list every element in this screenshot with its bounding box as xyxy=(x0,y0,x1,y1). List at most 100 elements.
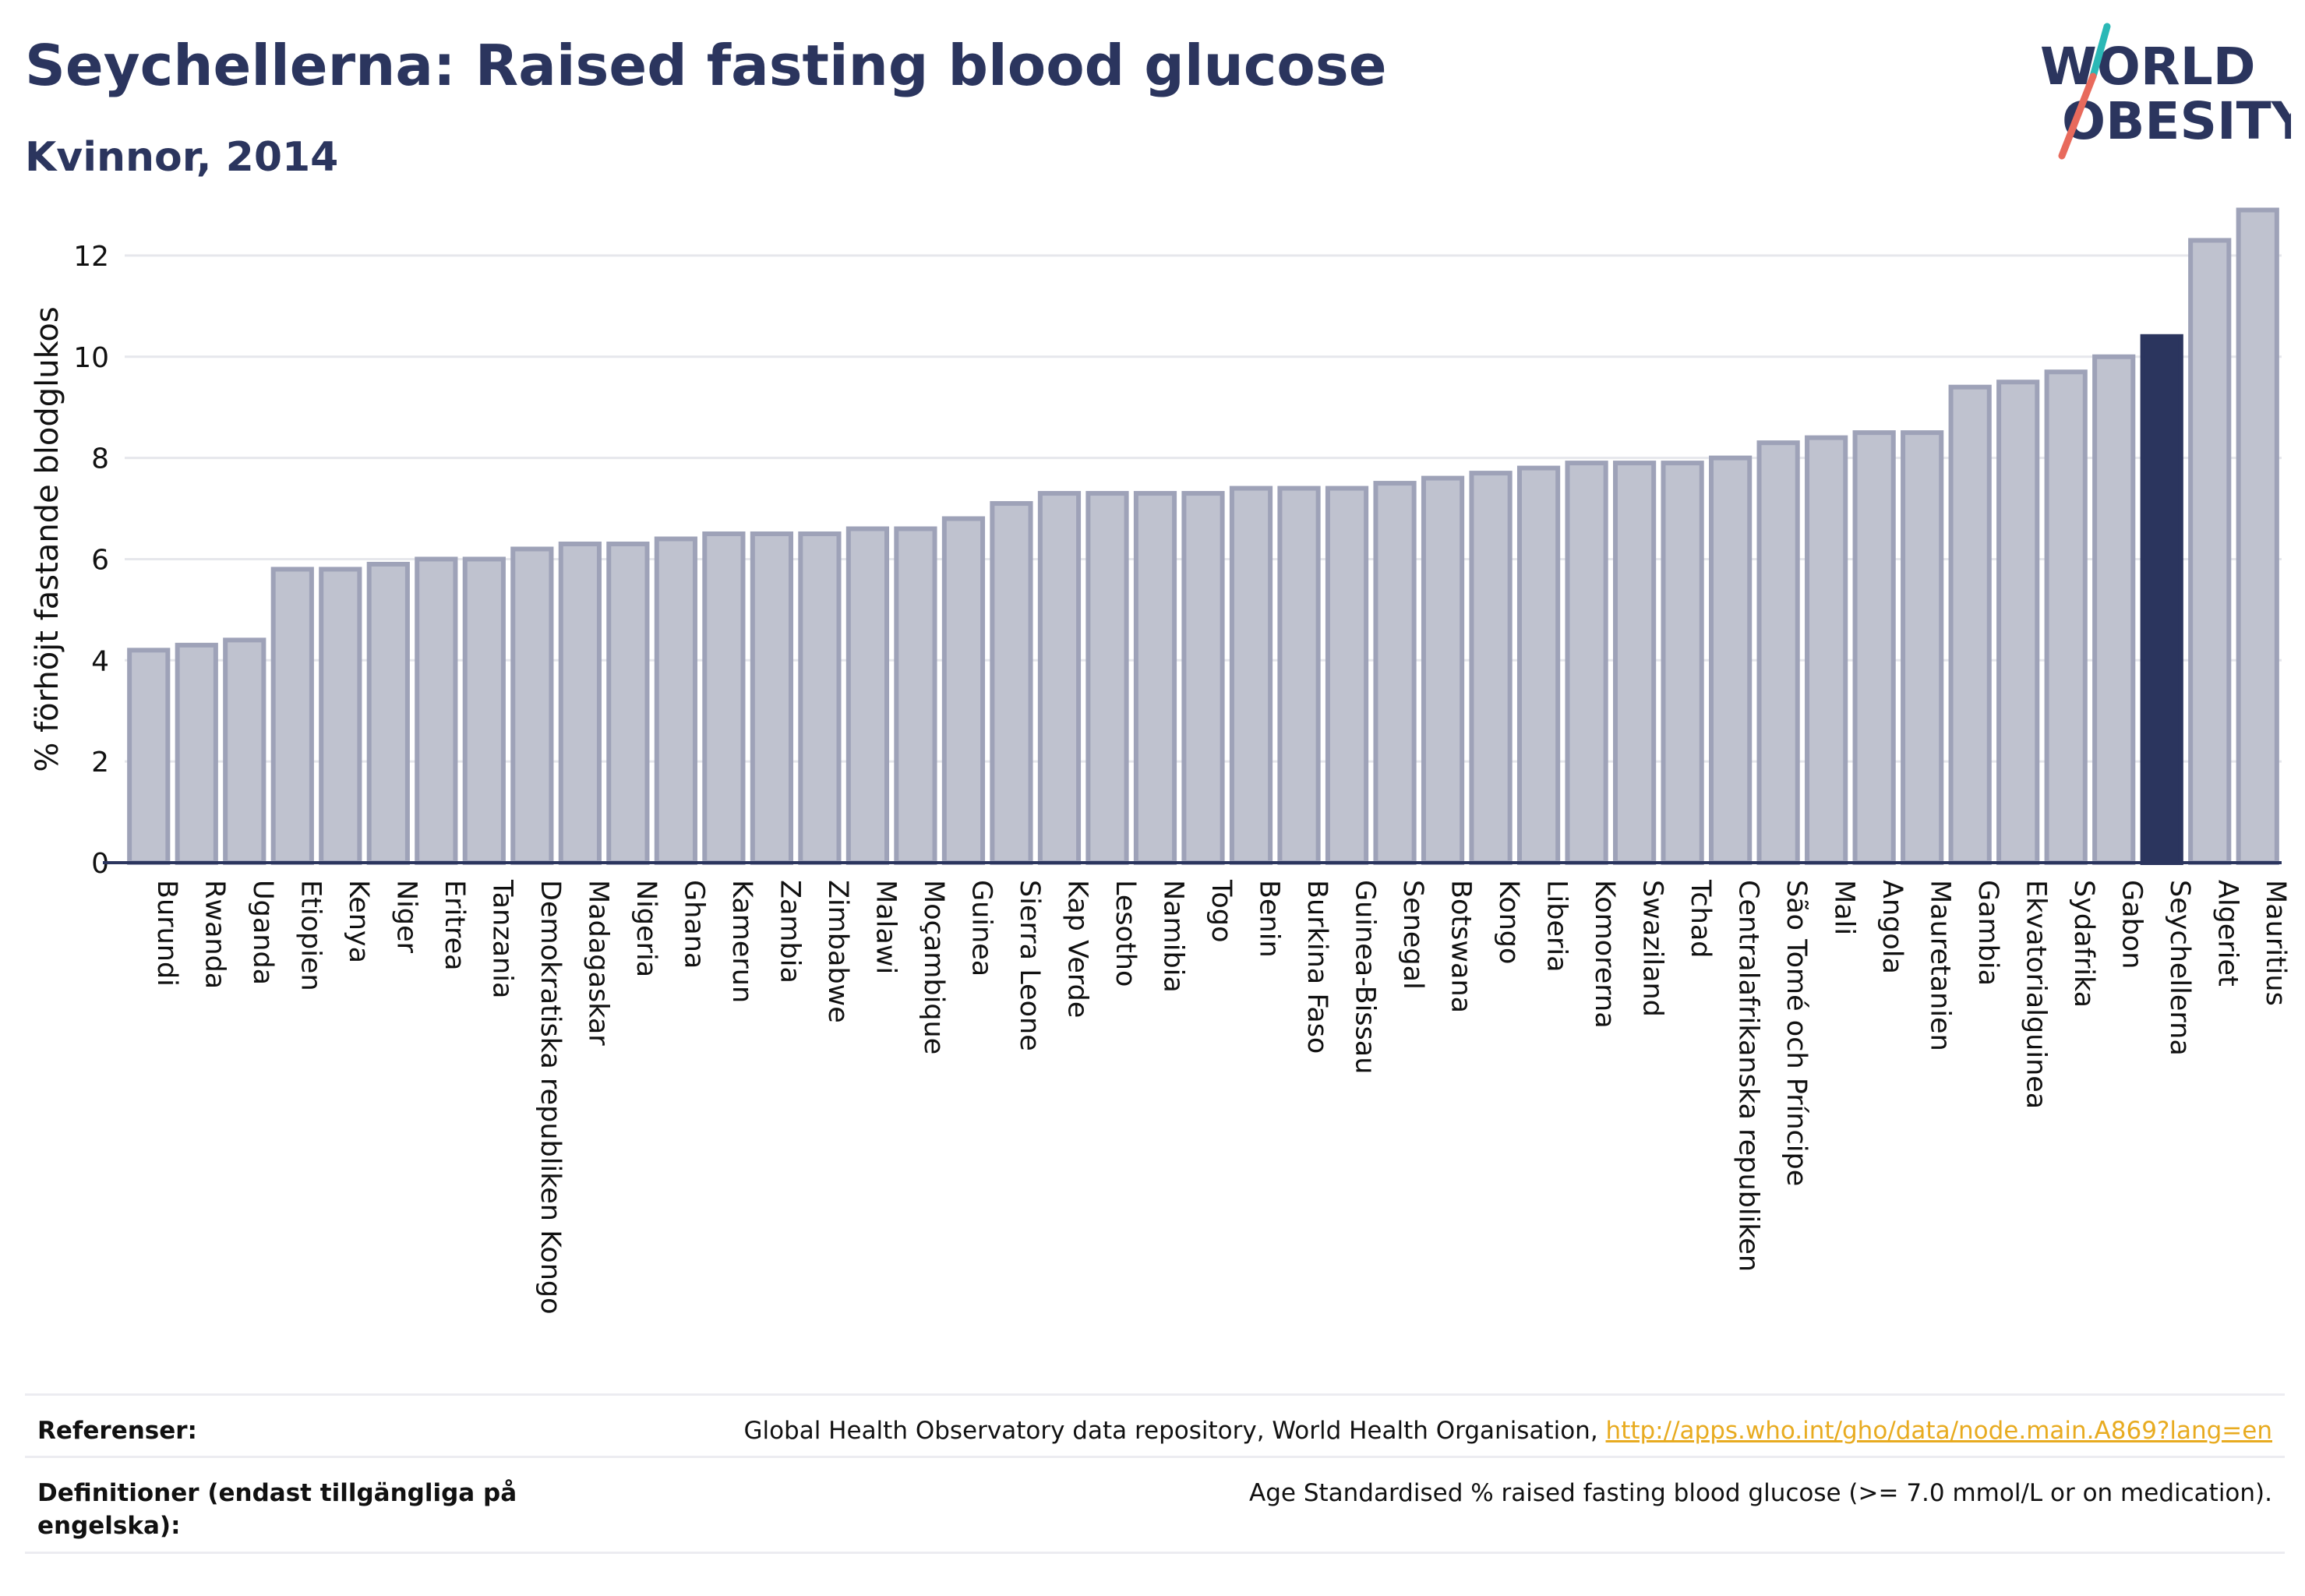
bar xyxy=(2236,207,2279,865)
bar xyxy=(1229,486,1273,865)
x-tick-label: Moçambique xyxy=(918,880,949,1054)
bar xyxy=(366,561,410,865)
x-tick-label: Ekvatorialguinea xyxy=(2021,880,2052,1109)
x-tick-label: Kenya xyxy=(343,880,374,963)
bar xyxy=(1373,481,1417,865)
x-tick-label: Tanzania xyxy=(486,879,517,998)
bar xyxy=(558,541,602,866)
bar xyxy=(750,531,794,865)
bar xyxy=(1516,465,1561,865)
x-tick-label: Guinea xyxy=(965,880,997,976)
references-label: Referenser: xyxy=(37,1417,197,1445)
x-tick-label: São Tomé och Príncipe xyxy=(1781,880,1812,1186)
definitions-value: Age Standardised % raised fasting blood … xyxy=(1249,1479,2272,1507)
x-tick-label: Etiopien xyxy=(295,880,326,991)
chart-title: Seychellerna: Raised fasting blood gluco… xyxy=(25,33,1387,98)
x-tick-label: Tchad xyxy=(1685,879,1716,959)
bar xyxy=(223,637,267,865)
x-tick-label: Madagaskar xyxy=(582,880,613,1046)
x-tick-label: Komorerna xyxy=(1589,880,1620,1029)
definitions-label: Definitioner (endast tillgängliga på eng… xyxy=(37,1479,517,1540)
bar xyxy=(1469,471,1513,865)
x-tick-label: Lesotho xyxy=(1110,880,1141,987)
x-tick-label: Swaziland xyxy=(1637,880,1668,1017)
logo-line2: OBESITY xyxy=(2062,91,2291,151)
y-tick-label: 12 xyxy=(73,241,109,273)
bar xyxy=(1325,486,1369,865)
bar xyxy=(1901,430,1944,865)
x-tick-label: Botswana xyxy=(1445,880,1477,1013)
bar xyxy=(1805,435,1848,865)
x-tick-label: Mauretanien xyxy=(1925,880,1956,1051)
bar xyxy=(1996,380,2040,865)
x-tick-label: Ghana xyxy=(678,880,709,969)
x-tick-label: Niger xyxy=(390,880,422,954)
bar xyxy=(1085,491,1129,865)
bar xyxy=(1709,455,1753,865)
bar xyxy=(1565,461,1608,865)
bar xyxy=(941,516,986,865)
y-tick-label: 0 xyxy=(91,848,109,880)
bar xyxy=(990,501,1033,866)
bar xyxy=(606,541,650,866)
bar xyxy=(1661,461,1704,865)
x-tick-label: Togo xyxy=(1205,879,1237,942)
bar xyxy=(1852,430,1896,865)
bar xyxy=(2188,238,2232,865)
x-tick-label: Sierra Leone xyxy=(1014,880,1045,1051)
footer: Referenser: Global Health Observatory da… xyxy=(25,1393,2285,1554)
bar xyxy=(798,531,842,865)
x-tick-label: Eritrea xyxy=(439,880,470,971)
x-tick-label: Gambia xyxy=(1972,880,2003,986)
y-tick-label: 8 xyxy=(91,443,109,475)
bar xyxy=(415,556,458,865)
bar xyxy=(1037,491,1082,865)
x-tick-label: Mauritius xyxy=(2260,880,2291,1006)
bar xyxy=(1181,491,1225,865)
y-tick-label: 2 xyxy=(91,747,109,779)
x-tick-label: Liberia xyxy=(1541,880,1573,973)
x-tick-label: Kap Verde xyxy=(1061,880,1092,1018)
x-tick-label: Gabon xyxy=(2116,880,2148,969)
bar xyxy=(894,526,937,865)
x-tick-label: Seychellerna xyxy=(2164,880,2195,1056)
bar xyxy=(1421,475,1465,865)
x-tick-label: Angola xyxy=(1876,880,1908,974)
x-tick-label: Namibia xyxy=(1157,880,1188,993)
bar xyxy=(2092,354,2136,865)
x-tick-label: Burundi xyxy=(151,880,182,987)
definitions-row: Definitioner (endast tillgängliga på eng… xyxy=(25,1456,2285,1554)
x-tick-label: Guinea-Bissau xyxy=(1350,880,1381,1074)
y-tick-labels: 0 2 4 6 8 10 12 xyxy=(73,241,109,880)
references-link[interactable]: http://apps.who.int/gho/data/node.main.A… xyxy=(1605,1417,2272,1445)
x-tick-label: Senegal xyxy=(1397,880,1428,990)
bar xyxy=(1133,491,1177,865)
x-tick-label: Benin xyxy=(1254,880,1285,958)
x-tick-label: Malawi xyxy=(870,880,901,974)
x-tick-label: Rwanda xyxy=(199,880,230,989)
x-tick-label: Zimbabwe xyxy=(822,880,853,1023)
x-tick-label: Burkina Faso xyxy=(1301,880,1333,1054)
bar-highlighted xyxy=(2140,334,2183,865)
world-obesity-logo: WORLD OBESITY xyxy=(2040,23,2291,160)
references-text: Global Health Observatory data repositor… xyxy=(743,1417,1606,1445)
y-tick-label: 4 xyxy=(91,645,109,677)
bar xyxy=(175,642,218,865)
x-tick-label: Mali xyxy=(1829,880,1860,935)
x-tick-label: Sydafrika xyxy=(2068,880,2099,1008)
y-tick-label: 6 xyxy=(91,544,109,576)
bar xyxy=(319,567,362,865)
x-tick-label: Algeriet xyxy=(2212,880,2243,987)
x-tick-label: Kamerun xyxy=(726,880,757,1003)
bar xyxy=(654,536,697,865)
bar-chart: 0 2 4 6 8 10 12 Burundi Rwanda Uganda Etiopien Ken… xyxy=(30,207,2291,1315)
references-row: Referenser: Global Health Observatory da… xyxy=(25,1393,2285,1456)
bar xyxy=(2044,369,2088,865)
logo-line1: WORLD xyxy=(2040,37,2256,97)
bars xyxy=(127,207,2279,866)
y-axis-label: % förhöjt fastande blodglukos xyxy=(30,306,65,772)
chart-subtitle: Kvinnor, 2014 xyxy=(25,134,339,181)
bar xyxy=(1277,486,1321,865)
bar xyxy=(702,531,746,865)
x-tick-label: Zambia xyxy=(774,880,805,983)
